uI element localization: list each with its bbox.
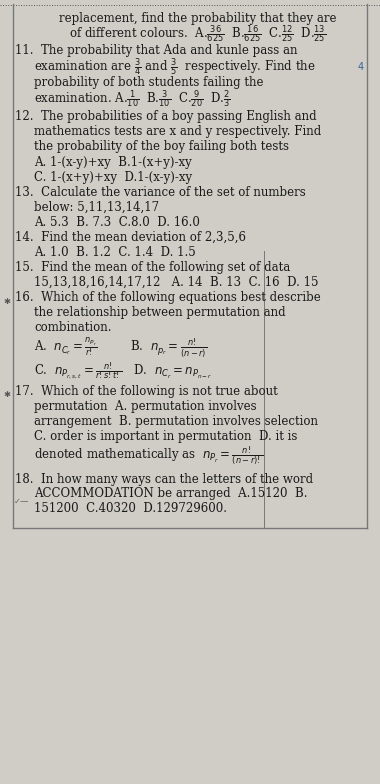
Text: probability of both students failing the: probability of both students failing the — [34, 76, 264, 89]
Text: 15,13,18,16,14,17,12   A. 14  B. 13  C. 16  D. 15: 15,13,18,16,14,17,12 A. 14 B. 13 C. 16 D… — [34, 276, 319, 289]
Text: 12.  The probabilities of a boy passing English and: 12. The probabilities of a boy passing E… — [15, 110, 317, 122]
Text: ✱: ✱ — [4, 297, 11, 307]
Text: arrangement  B. permutation involves selection: arrangement B. permutation involves sele… — [34, 416, 318, 428]
Text: mathematics tests are x and y respectively. Find: mathematics tests are x and y respective… — [34, 125, 321, 138]
Text: permutation  A. permutation involves: permutation A. permutation involves — [34, 401, 257, 413]
Text: ✓—: ✓— — [13, 497, 28, 506]
Text: replacement, find the probability that they are: replacement, find the probability that t… — [59, 12, 336, 24]
Text: the relationship between permutation and: the relationship between permutation and — [34, 307, 286, 319]
Text: C. 1-(x+y)+xy  D.1-(x-y)-xy: C. 1-(x+y)+xy D.1-(x-y)-xy — [34, 171, 192, 183]
Text: A.  $n_{C_r}=\frac{n_{P_r}}{r!}$         B.  $n_{p_r} = \frac{n!}{(n-r)}$: A. $n_{C_r}=\frac{n_{P_r}}{r!}$ B. $n_{p… — [34, 336, 207, 360]
Text: 13.  Calculate the variance of the set of numbers: 13. Calculate the variance of the set of… — [15, 187, 306, 199]
Text: denoted mathematically as  $n_{P_r} = \frac{n!}{(n-r)!}$: denoted mathematically as $n_{P_r} = \fr… — [34, 445, 264, 468]
Text: 4: 4 — [357, 63, 363, 72]
Text: A. 1-(x-y)+xy  B.1-(x+y)-xy: A. 1-(x-y)+xy B.1-(x+y)-xy — [34, 156, 192, 169]
Text: examination. A.$\frac{1}{10}$  B.$\frac{3}{10}$  C.$\frac{9}{20}$  D.$\frac{2}{3: examination. A.$\frac{1}{10}$ B.$\frac{3… — [34, 89, 231, 111]
Text: A. 1.0  B. 1.2  C. 1.4  D. 1.5: A. 1.0 B. 1.2 C. 1.4 D. 1.5 — [34, 246, 196, 259]
Text: 17.  Which of the following is not true about: 17. Which of the following is not true a… — [15, 386, 278, 398]
Text: combination.: combination. — [34, 321, 112, 334]
Text: 16.  Which of the following equations best describe: 16. Which of the following equations bes… — [15, 292, 321, 304]
Text: C. order is important in permutation  D. it is: C. order is important in permutation D. … — [34, 430, 298, 443]
Text: 15.  Find the mean of the following set of data: 15. Find the mean of the following set o… — [15, 261, 290, 274]
Text: examination are $\frac{3}{4}$ and $\frac{3}{5}$  respectively. Find the: examination are $\frac{3}{4}$ and $\frac… — [34, 56, 316, 78]
Text: A. 5.3  B. 7.3  C.8.0  D. 16.0: A. 5.3 B. 7.3 C.8.0 D. 16.0 — [34, 216, 200, 229]
Text: of different colours.  A.$\frac{36}{625}$  B.$\frac{16}{625}$  C.$\frac{12}{25}$: of different colours. A.$\frac{36}{625}$… — [69, 23, 326, 45]
Text: ✱: ✱ — [4, 390, 11, 399]
Text: C.  $n_{P_{r,s,t}} = \frac{n!}{r!s!t!}$   D.  $n_{C_r}=n_{P_{n-r}}$: C. $n_{P_{r,s,t}} = \frac{n!}{r!s!t!}$ D… — [34, 360, 212, 382]
Text: 11.  The probability that Ada and kunle pass an: 11. The probability that Ada and kunle p… — [15, 45, 298, 57]
Text: the probability of the boy failing both tests: the probability of the boy failing both … — [34, 140, 289, 153]
Text: 151200  C.40320  D.129729600.: 151200 C.40320 D.129729600. — [34, 503, 227, 515]
Text: 14.  Find the mean deviation of 2,3,5,6: 14. Find the mean deviation of 2,3,5,6 — [15, 231, 246, 244]
Text: below: 5,11,13,14,17: below: 5,11,13,14,17 — [34, 201, 159, 214]
Text: ACCOMMODATION be arranged  A.15120  B.: ACCOMMODATION be arranged A.15120 B. — [34, 488, 308, 500]
Text: 18.  In how many ways can the letters of the word: 18. In how many ways can the letters of … — [15, 473, 313, 485]
